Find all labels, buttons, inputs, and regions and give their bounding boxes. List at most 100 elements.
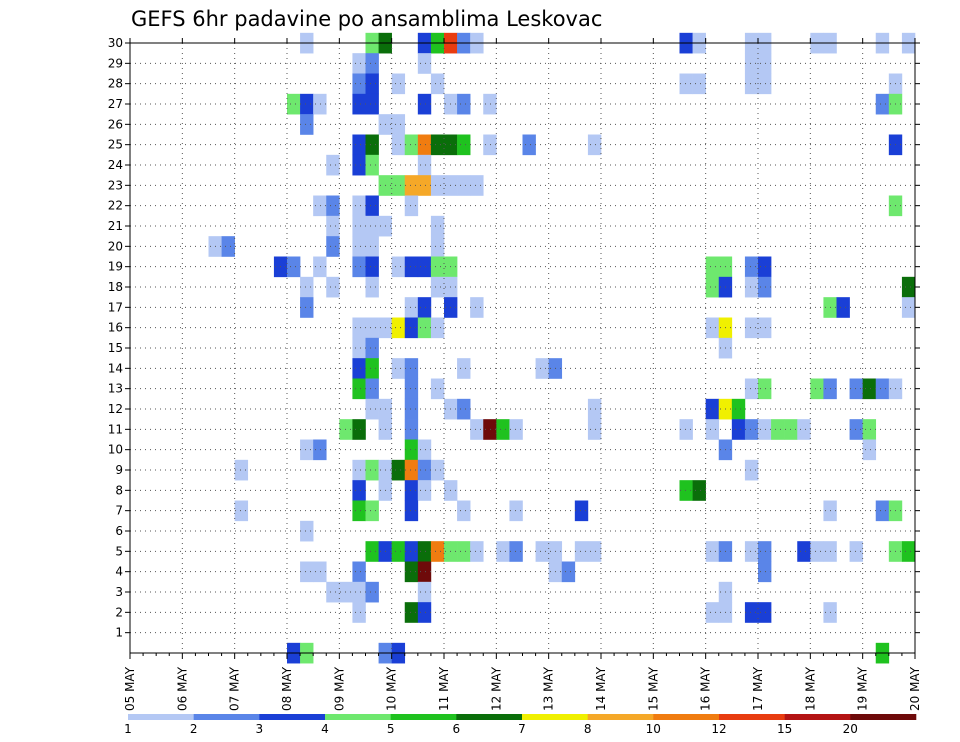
heatmap-cell <box>535 358 549 379</box>
heatmap-cell <box>352 419 366 440</box>
heatmap-cell <box>430 459 445 481</box>
heatmap-cell <box>758 602 772 623</box>
y-tick-label: 16 <box>108 321 123 335</box>
heatmap-cell <box>901 297 916 318</box>
y-tick-label: 14 <box>108 361 123 375</box>
heatmap-cell <box>457 541 471 562</box>
heatmap-cell <box>417 581 432 603</box>
heatmap-cell <box>430 134 445 156</box>
heatmap-cell <box>430 541 445 562</box>
y-axis: 1234567891011121314151617181920212223242… <box>108 36 920 640</box>
heatmap-cell <box>352 561 366 583</box>
heatmap-cell <box>365 256 379 278</box>
heatmap-cell <box>300 439 314 461</box>
heatmap-cell <box>365 337 379 359</box>
x-tick-label: 07 MAY <box>228 666 242 711</box>
heatmap-cell <box>417 134 432 156</box>
heatmap-cell <box>509 541 523 562</box>
legend-level-label: 8 <box>584 722 592 736</box>
legend-swatch <box>587 714 654 720</box>
heatmap-cell <box>496 541 510 562</box>
legend-swatch <box>653 714 720 720</box>
legend-level-label: 5 <box>387 722 395 736</box>
heatmap-cell <box>417 459 432 481</box>
heatmap-cell <box>430 378 445 400</box>
legend-swatch <box>128 714 194 720</box>
heatmap-cell <box>483 134 497 156</box>
legend-swatch <box>193 714 260 720</box>
heatmap-cell <box>365 93 379 115</box>
heatmap-cell <box>758 73 772 95</box>
heatmap-cell <box>352 581 366 603</box>
x-tick-label: 18 MAY <box>803 666 817 711</box>
heatmap-cell <box>901 276 916 298</box>
y-tick-label: 18 <box>108 280 123 294</box>
heatmap-cell <box>391 256 406 278</box>
y-tick-label: 13 <box>108 382 123 396</box>
heatmap-cell <box>849 419 863 440</box>
heatmap-cell <box>457 398 471 420</box>
heatmap-cell <box>404 297 419 318</box>
legend-swatch <box>719 714 785 720</box>
heatmap-cell <box>391 459 406 481</box>
heatmap-cell <box>234 500 249 522</box>
heatmap-cell <box>300 297 314 318</box>
y-tick-label: 15 <box>108 341 123 355</box>
heatmap-cell <box>744 602 759 623</box>
heatmap-cell <box>758 256 772 278</box>
heatmap-cell <box>300 93 314 115</box>
heatmap-cell <box>365 378 379 400</box>
heatmap-cell <box>744 378 759 400</box>
x-tick-label: 13 MAY <box>542 666 556 711</box>
y-tick-label: 12 <box>108 402 123 416</box>
heatmap-cell <box>313 561 327 583</box>
heatmap-cell <box>352 378 366 400</box>
color-legend: 1 2 3 4 5 6 7 8 10 12 15 20 <box>124 714 917 736</box>
heatmap-cell <box>758 561 772 583</box>
heatmap-cell <box>365 134 379 156</box>
heatmap-cell <box>470 419 484 440</box>
heatmap-cell <box>430 215 445 237</box>
y-tick-label: 24 <box>108 158 123 172</box>
heatmap-cell <box>744 419 759 440</box>
heatmap-cell <box>287 93 301 115</box>
heatmap-cell <box>862 419 877 440</box>
x-tick-label: 19 MAY <box>856 666 870 711</box>
heatmap-cell <box>417 297 432 318</box>
heatmap-cell <box>352 500 366 522</box>
heatmap-cell <box>365 459 379 481</box>
heatmap-cell <box>326 276 340 298</box>
heatmap-cell <box>287 256 301 278</box>
heatmap-cell <box>300 276 314 298</box>
heatmap-cell <box>758 419 772 440</box>
y-tick-label: 17 <box>108 300 123 314</box>
y-tick-label: 5 <box>115 544 123 558</box>
heatmap-cell <box>417 317 432 339</box>
legend-level-label: 10 <box>646 722 661 736</box>
heatmap-cell <box>365 276 379 298</box>
heatmap-cell <box>679 73 693 95</box>
heatmap-cell <box>457 134 471 156</box>
heatmap-cell <box>352 53 366 74</box>
heatmap-cell <box>483 419 497 440</box>
heatmap-cell <box>365 236 379 257</box>
legend-level-label: 4 <box>321 722 329 736</box>
heatmap-cell <box>404 439 419 461</box>
x-tick-label: 14 MAY <box>594 666 608 711</box>
heatmap-cell <box>744 317 759 339</box>
heatmap-cell <box>430 236 445 257</box>
heatmap-cell <box>300 561 314 583</box>
heatmap-cell <box>365 500 379 522</box>
heatmap-cell <box>875 500 890 522</box>
heatmap-cell <box>404 398 419 420</box>
heatmap-cell <box>352 358 366 379</box>
heatmap-cell <box>404 480 419 501</box>
y-tick-label: 26 <box>108 117 123 131</box>
heatmap-cell <box>849 541 863 562</box>
heatmap-cell <box>417 93 432 115</box>
y-tick-label: 19 <box>108 260 123 274</box>
heatmap-cell <box>758 541 772 562</box>
heatmap-cell <box>365 154 379 176</box>
heatmap-cell <box>391 317 406 339</box>
heatmap-cell <box>430 73 445 95</box>
